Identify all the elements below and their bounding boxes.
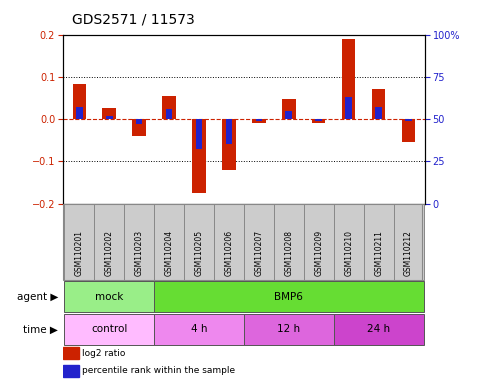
Bar xyxy=(256,119,262,121)
Text: GSM110209: GSM110209 xyxy=(314,230,323,276)
Bar xyxy=(252,119,266,123)
Bar xyxy=(64,281,154,312)
Bar xyxy=(345,97,352,119)
Bar xyxy=(196,119,202,149)
Bar xyxy=(334,204,364,280)
Bar xyxy=(76,107,83,119)
Bar xyxy=(102,109,116,119)
Bar xyxy=(162,96,176,119)
Text: GSM110202: GSM110202 xyxy=(105,230,114,276)
Bar xyxy=(106,116,113,119)
Bar xyxy=(334,314,424,345)
Bar xyxy=(192,119,206,193)
Bar xyxy=(375,107,382,119)
Text: GSM110210: GSM110210 xyxy=(344,230,353,276)
Bar xyxy=(154,314,244,345)
Text: percentile rank within the sample: percentile rank within the sample xyxy=(82,366,236,375)
Bar xyxy=(364,204,394,280)
Bar xyxy=(315,119,322,121)
Text: control: control xyxy=(91,324,128,334)
Text: 24 h: 24 h xyxy=(367,324,390,334)
Bar xyxy=(64,314,154,345)
Bar xyxy=(244,204,274,280)
Bar xyxy=(166,109,172,119)
Text: GSM110206: GSM110206 xyxy=(225,230,233,276)
Text: GSM110208: GSM110208 xyxy=(284,230,293,276)
Bar xyxy=(222,119,236,170)
Text: 12 h: 12 h xyxy=(277,324,300,334)
Text: GDS2571 / 11573: GDS2571 / 11573 xyxy=(72,13,195,27)
Bar xyxy=(405,119,412,121)
Bar xyxy=(64,204,94,280)
Text: GSM110205: GSM110205 xyxy=(195,230,203,276)
Text: BMP6: BMP6 xyxy=(274,291,303,302)
Bar xyxy=(63,347,79,359)
Text: 4 h: 4 h xyxy=(191,324,207,334)
Text: log2 ratio: log2 ratio xyxy=(82,349,126,358)
Bar xyxy=(214,204,244,280)
Text: agent ▶: agent ▶ xyxy=(16,291,58,302)
Text: GSM110212: GSM110212 xyxy=(404,231,413,276)
Bar xyxy=(244,314,334,345)
Bar xyxy=(372,89,385,119)
Text: GSM110211: GSM110211 xyxy=(374,231,383,276)
Text: GSM110203: GSM110203 xyxy=(135,230,143,276)
Bar xyxy=(394,204,424,280)
Bar xyxy=(402,119,415,142)
Text: time ▶: time ▶ xyxy=(23,324,58,334)
Bar xyxy=(285,111,292,119)
Bar xyxy=(72,84,86,119)
Bar xyxy=(226,119,232,144)
Bar xyxy=(124,204,154,280)
Bar xyxy=(132,119,146,136)
Bar xyxy=(304,204,334,280)
Text: GSM110204: GSM110204 xyxy=(165,230,173,276)
Bar xyxy=(63,365,79,377)
Bar xyxy=(184,204,214,280)
Bar xyxy=(94,204,124,280)
Bar xyxy=(342,39,355,119)
Bar xyxy=(282,99,296,119)
Text: GSM110201: GSM110201 xyxy=(75,230,84,276)
Bar xyxy=(312,119,326,123)
Bar xyxy=(154,204,184,280)
Bar xyxy=(154,281,424,312)
Text: GSM110207: GSM110207 xyxy=(255,230,263,276)
Bar xyxy=(274,204,304,280)
Text: mock: mock xyxy=(95,291,123,302)
Bar xyxy=(136,119,142,124)
